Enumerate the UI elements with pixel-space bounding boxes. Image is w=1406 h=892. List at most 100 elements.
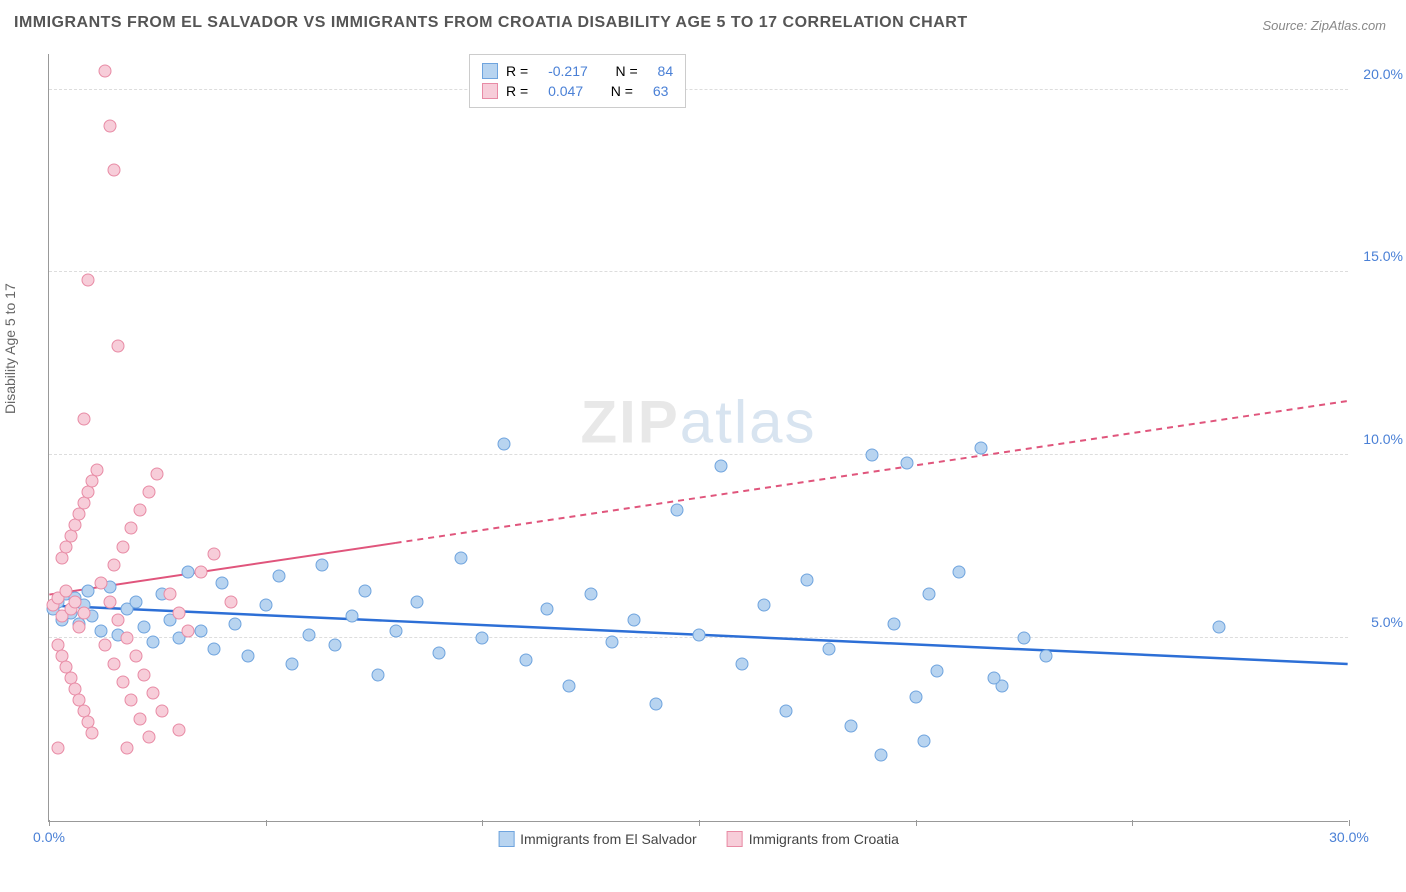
data-point — [272, 569, 285, 582]
x-tick — [1132, 820, 1133, 826]
data-point — [112, 339, 125, 352]
x-tick — [699, 820, 700, 826]
data-point — [346, 610, 359, 623]
y-tick-label: 20.0% — [1363, 66, 1403, 82]
legend-series-item: Immigrants from El Salvador — [498, 831, 697, 847]
x-tick — [1349, 820, 1350, 826]
data-point — [173, 606, 186, 619]
data-point — [147, 687, 160, 700]
n-value: 84 — [658, 63, 674, 79]
y-tick-label: 15.0% — [1363, 248, 1403, 264]
y-axis-label: Disability Age 5 to 17 — [2, 283, 18, 414]
data-point — [476, 632, 489, 645]
data-point — [147, 635, 160, 648]
data-point — [95, 577, 108, 590]
data-point — [823, 643, 836, 656]
data-point — [99, 65, 112, 78]
data-point — [953, 566, 966, 579]
data-point — [411, 595, 424, 608]
data-point — [801, 573, 814, 586]
x-tick-label: 0.0% — [33, 829, 65, 845]
data-point — [303, 628, 316, 641]
data-point — [108, 657, 121, 670]
data-point — [82, 273, 95, 286]
data-point — [285, 657, 298, 670]
data-point — [142, 485, 155, 498]
data-point — [671, 504, 684, 517]
data-point — [779, 705, 792, 718]
data-point — [121, 632, 134, 645]
data-point — [918, 734, 931, 747]
data-point — [138, 668, 151, 681]
data-point — [875, 749, 888, 762]
data-point — [86, 727, 99, 740]
legend-swatch — [727, 831, 743, 847]
data-point — [77, 412, 90, 425]
legend-swatch — [498, 831, 514, 847]
data-point — [116, 676, 129, 689]
grid-line — [49, 454, 1348, 455]
data-point — [901, 456, 914, 469]
data-point — [134, 504, 147, 517]
data-point — [73, 621, 86, 634]
data-point — [1018, 632, 1031, 645]
legend-series-label: Immigrants from Croatia — [749, 831, 899, 847]
data-point — [121, 741, 134, 754]
data-point — [155, 705, 168, 718]
data-point — [628, 613, 641, 626]
data-point — [931, 665, 944, 678]
legend-swatch — [482, 83, 498, 99]
data-point — [164, 588, 177, 601]
data-point — [225, 595, 238, 608]
data-point — [316, 559, 329, 572]
data-point — [112, 613, 125, 626]
data-point — [714, 460, 727, 473]
data-point — [1213, 621, 1226, 634]
x-tick — [266, 820, 267, 826]
data-point — [173, 723, 186, 736]
data-point — [563, 679, 576, 692]
data-point — [129, 595, 142, 608]
n-label: N = — [611, 83, 633, 99]
x-tick — [916, 820, 917, 826]
data-point — [216, 577, 229, 590]
data-point — [987, 672, 1000, 685]
data-point — [519, 654, 532, 667]
data-point — [103, 120, 116, 133]
data-point — [77, 606, 90, 619]
legend-series-item: Immigrants from Croatia — [727, 831, 899, 847]
data-point — [844, 719, 857, 732]
x-tick — [49, 820, 50, 826]
data-point — [125, 522, 138, 535]
data-point — [606, 635, 619, 648]
data-point — [866, 449, 879, 462]
data-point — [909, 690, 922, 703]
data-point — [454, 551, 467, 564]
x-tick — [482, 820, 483, 826]
data-point — [541, 602, 554, 615]
data-point — [134, 712, 147, 725]
y-tick-label: 5.0% — [1371, 614, 1403, 630]
data-point — [329, 639, 342, 652]
legend-stat-row: R = 0.047 N = 63 — [482, 81, 673, 101]
data-point — [90, 463, 103, 476]
data-point — [649, 697, 662, 710]
data-point — [359, 584, 372, 597]
data-point — [1039, 650, 1052, 663]
data-point — [888, 617, 901, 630]
legend-stat-row: R = -0.217 N = 84 — [482, 61, 673, 81]
data-point — [498, 438, 511, 451]
data-point — [125, 694, 138, 707]
data-point — [207, 643, 220, 656]
chart-title: IMMIGRANTS FROM EL SALVADOR VS IMMIGRANT… — [14, 14, 968, 32]
data-point — [181, 624, 194, 637]
r-label: R = — [506, 63, 528, 79]
data-point — [207, 548, 220, 561]
data-point — [108, 164, 121, 177]
data-point — [51, 741, 64, 754]
data-point — [259, 599, 272, 612]
legend-series-label: Immigrants from El Salvador — [520, 831, 697, 847]
data-point — [129, 650, 142, 663]
x-tick-label: 30.0% — [1329, 829, 1369, 845]
data-point — [194, 566, 207, 579]
